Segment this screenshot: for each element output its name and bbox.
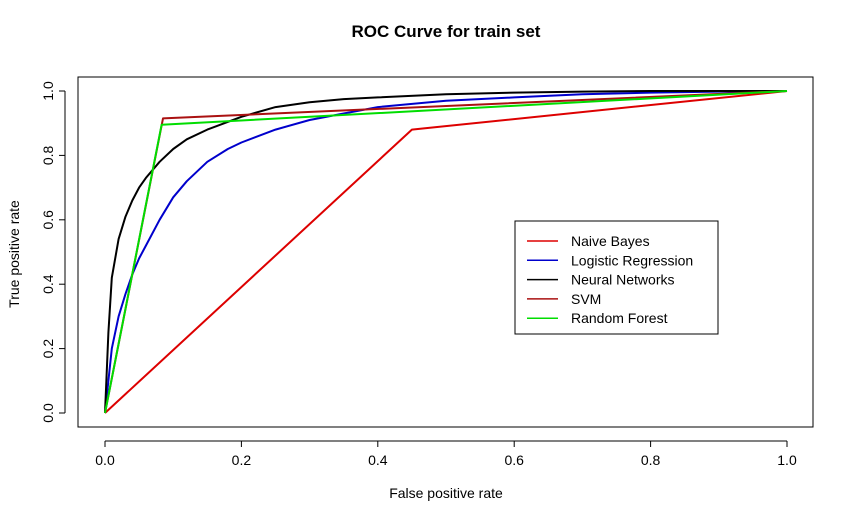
x-tick-label: 0.6 [504, 452, 524, 468]
series-layer [104, 90, 788, 414]
x-tick-label: 0.8 [641, 452, 661, 468]
chart-title: ROC Curve for train set [352, 22, 541, 41]
series-line-logistic-regression [104, 90, 788, 414]
y-tick-label: 0.0 [40, 403, 56, 423]
legend-label: Neural Networks [571, 272, 674, 288]
plot-area [77, 76, 814, 428]
y-axis: 0.0 0.2 0.4 0.6 0.8 1.0 [40, 81, 66, 423]
y-axis-label: True positive rate [6, 200, 22, 308]
x-tick-label: 0.2 [232, 452, 252, 468]
y-tick-label: 0.8 [40, 145, 56, 165]
legend-label: Logistic Regression [571, 252, 693, 268]
y-tick-label: 0.2 [40, 339, 56, 359]
legend-label: Naive Bayes [571, 233, 650, 249]
legend-label: Random Forest [571, 310, 668, 326]
plot-frame [77, 76, 814, 428]
series-line-random-forest [104, 90, 788, 414]
series-line-naive-bayes [104, 90, 788, 414]
legend-label: SVM [571, 291, 601, 307]
y-tick-label: 0.4 [40, 274, 56, 294]
legend: Naive Bayes Logistic Regression Neural Net… [514, 220, 719, 335]
series-line-neural-networks [104, 90, 787, 414]
x-tick-label: 0.0 [95, 452, 115, 468]
x-axis: 0.0 0.2 0.4 0.6 0.8 1.0 [95, 440, 797, 468]
y-tick-label: 0.6 [40, 210, 56, 230]
legend-box [514, 220, 719, 335]
x-axis-label: False positive rate [389, 485, 503, 501]
x-tick-label: 1.0 [777, 452, 797, 468]
y-tick-label: 1.0 [40, 81, 56, 101]
x-tick-label: 0.4 [368, 452, 388, 468]
